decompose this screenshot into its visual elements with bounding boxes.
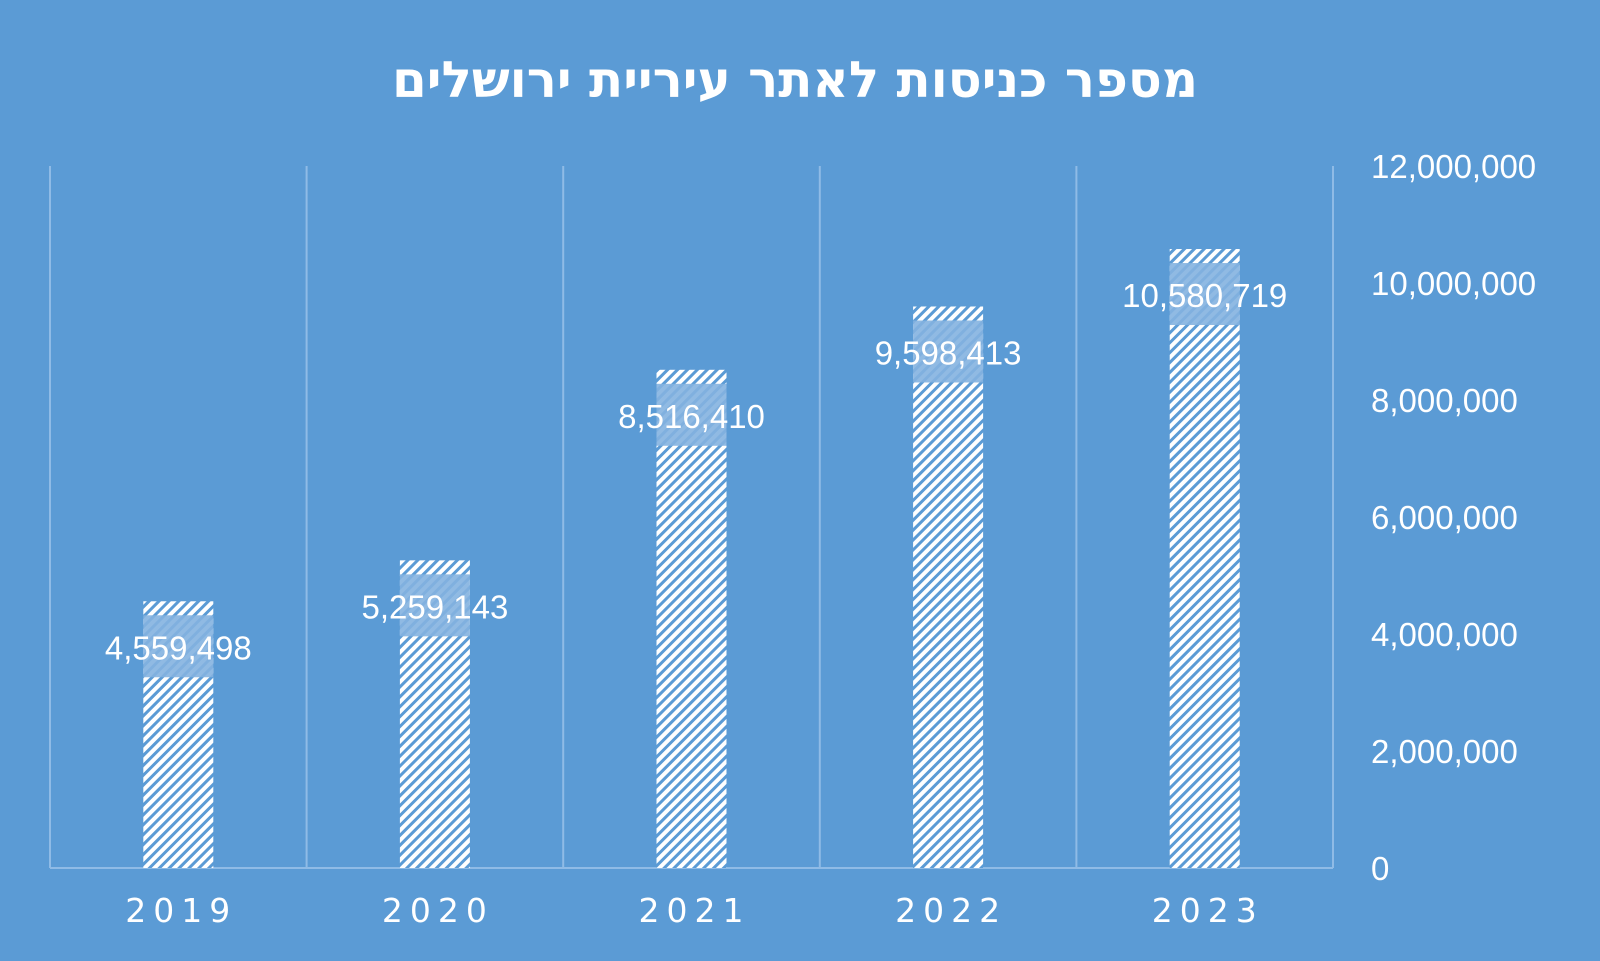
y-axis-ticks: 0 2,000,000 4,000,000 6,000,000 8,000,000 10,… <box>1371 148 1536 887</box>
y-tick-label: 0 <box>1371 850 1389 887</box>
y-tick-label: 2,000,000 <box>1371 733 1518 770</box>
data-label: 10,580,719 <box>1122 277 1287 314</box>
x-tick-label: 2021 <box>639 891 751 930</box>
bar <box>1169 249 1240 868</box>
data-label: 4,559,498 <box>105 629 252 666</box>
y-tick-label: 4,000,000 <box>1371 616 1518 653</box>
y-tick-label: 8,000,000 <box>1371 382 1518 419</box>
chart-title: מספר כניסות לאתר עיריית ירושלים <box>392 51 1198 109</box>
x-tick-label: 2023 <box>1152 891 1264 930</box>
data-label-band <box>1169 263 1240 326</box>
x-tick-label: 2020 <box>382 891 494 930</box>
bars: 4,559,498 5,259,143 8,516,410 9,598,413 10,5… <box>105 249 1287 869</box>
x-axis-ticks: 2019 2020 2021 2022 2023 <box>125 891 1264 930</box>
data-label: 5,259,143 <box>361 588 508 625</box>
y-tick-label: 6,000,000 <box>1371 499 1518 536</box>
bar <box>656 369 727 868</box>
data-label-band <box>143 615 214 678</box>
data-label-band <box>913 320 984 383</box>
data-label-band <box>656 383 727 446</box>
x-tick-label: 2019 <box>125 891 237 930</box>
x-tick-label: 2022 <box>895 891 1007 930</box>
data-label: 8,516,410 <box>618 398 765 435</box>
bar <box>913 306 984 869</box>
data-label-band <box>399 574 470 637</box>
y-tick-label: 12,000,000 <box>1371 148 1536 185</box>
y-tick-label: 10,000,000 <box>1371 265 1536 302</box>
data-label: 9,598,413 <box>875 334 1022 371</box>
